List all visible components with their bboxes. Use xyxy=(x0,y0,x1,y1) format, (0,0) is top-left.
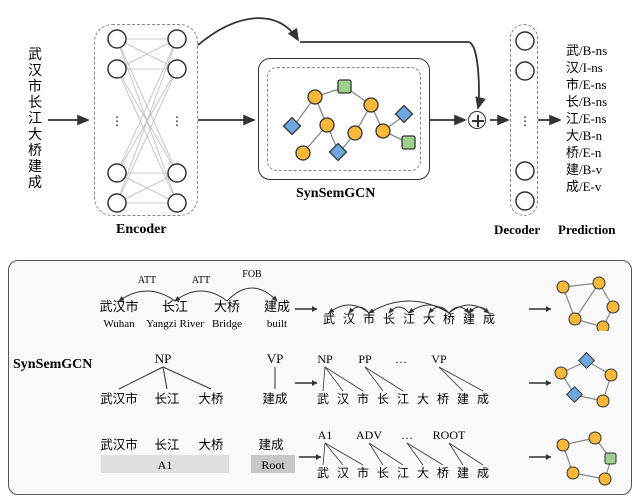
detail-side-label-text: SynSemGCN xyxy=(13,357,92,373)
svg-text:A1: A1 xyxy=(158,458,173,472)
svg-text:大桥: 大桥 xyxy=(198,438,224,452)
svg-text:长: 长 xyxy=(377,466,389,480)
svg-text:长: 长 xyxy=(377,392,389,406)
fusion-icon xyxy=(468,111,486,129)
mini-graph-srl xyxy=(545,427,621,487)
svg-text:NP: NP xyxy=(317,352,333,366)
decoder-block: ⋮ xyxy=(510,24,538,216)
svg-text:桥: 桥 xyxy=(443,312,455,326)
svg-text:⋮: ⋮ xyxy=(519,114,531,128)
svg-text:Wuhan: Wuhan xyxy=(103,318,135,330)
svg-text:大桥: 大桥 xyxy=(214,299,240,314)
svg-text:建: 建 xyxy=(457,466,469,480)
svg-text:Bridge: Bridge xyxy=(212,318,242,330)
svg-text:…: … xyxy=(401,428,413,442)
svg-text:大桥: 大桥 xyxy=(198,392,224,406)
svg-text:建成: 建成 xyxy=(262,392,287,406)
svg-text:大: 大 xyxy=(417,392,429,406)
svg-text:武汉市: 武汉市 xyxy=(99,299,138,314)
decoder-label: Decoder xyxy=(494,222,540,238)
svg-text:汉: 汉 xyxy=(337,466,349,480)
encoder-connections: ⋮⋮ xyxy=(95,25,199,217)
svg-text:江: 江 xyxy=(397,392,409,406)
mini-graph-dependency xyxy=(545,271,621,331)
svg-text:成: 成 xyxy=(483,312,495,326)
synsemgcn-inner xyxy=(267,67,421,171)
svg-text:长江: 长江 xyxy=(154,392,179,406)
svg-text:武: 武 xyxy=(323,312,335,326)
svg-text:ATT: ATT xyxy=(138,275,156,286)
svg-text:武: 武 xyxy=(317,466,329,480)
svg-text:建成: 建成 xyxy=(258,438,283,452)
input-sequence: 武汉市长江大桥建成 xyxy=(28,48,42,192)
svg-text:成: 成 xyxy=(477,392,489,406)
svg-text:武汉市: 武汉市 xyxy=(100,437,138,452)
svg-text:桥: 桥 xyxy=(437,466,449,480)
svg-text:长江: 长江 xyxy=(154,438,179,452)
synsemgcn-module xyxy=(258,58,430,180)
svg-text:ADV: ADV xyxy=(356,428,382,442)
svg-text:大: 大 xyxy=(417,466,429,480)
svg-text:Root: Root xyxy=(261,458,285,472)
svg-text:大: 大 xyxy=(423,312,435,326)
synsemgcn-label: SynSemGCN xyxy=(296,186,375,202)
svg-text:武: 武 xyxy=(317,392,329,406)
encoder-block: ⋮⋮ xyxy=(94,24,198,216)
svg-text:VP: VP xyxy=(267,351,284,366)
svg-text:NP: NP xyxy=(155,351,172,366)
prediction-list: 武/B-ns汉/I-ns市/E-ns长/B-ns江/E-ns大/B-n桥/E-n… xyxy=(566,42,607,195)
svg-text:PP: PP xyxy=(358,352,372,366)
svg-text:桥: 桥 xyxy=(437,392,449,406)
svg-text:Yangzi River: Yangzi River xyxy=(146,318,204,330)
svg-text:汉: 汉 xyxy=(343,312,355,326)
svg-text:市: 市 xyxy=(357,465,369,480)
svg-text:市: 市 xyxy=(357,391,369,406)
mini-graph-constituency xyxy=(545,349,621,409)
svg-text:成: 成 xyxy=(477,466,489,480)
svg-text:建: 建 xyxy=(457,392,469,406)
svg-text:ROOT: ROOT xyxy=(433,428,466,442)
detail-svg: 武汉市长江大桥建成WuhanYangzi RiverBridgebuiltATT… xyxy=(9,261,633,496)
svg-text:汉: 汉 xyxy=(337,392,349,406)
svg-text:A1: A1 xyxy=(318,428,333,442)
encoder-label: Encoder xyxy=(116,222,167,238)
svg-text:建成: 建成 xyxy=(264,299,290,314)
svg-text:built: built xyxy=(267,318,287,330)
svg-text:ATT: ATT xyxy=(192,275,210,286)
svg-text:长江: 长江 xyxy=(162,299,188,314)
svg-text:市: 市 xyxy=(363,311,375,326)
svg-text:武汉市: 武汉市 xyxy=(100,391,138,406)
svg-text:江: 江 xyxy=(403,312,415,326)
svg-text:⋮: ⋮ xyxy=(171,114,183,128)
architecture-overview: 武汉市长江大桥建成 ⋮⋮ Encoder SynSemGCN ⋮ Deco xyxy=(0,0,640,258)
prediction-label: Prediction xyxy=(558,222,616,238)
svg-text:VP: VP xyxy=(431,352,447,366)
svg-text:长: 长 xyxy=(383,312,395,326)
synsemgcn-graph xyxy=(268,68,424,174)
synsemgcn-detail-panel: SynSemGCN 武汉市长江大桥建成WuhanYangzi RiverBrid… xyxy=(8,260,632,495)
svg-text:…: … xyxy=(395,352,407,366)
svg-text:FOB: FOB xyxy=(242,269,262,280)
svg-text:建: 建 xyxy=(463,312,475,326)
svg-text:⋮: ⋮ xyxy=(111,114,123,128)
svg-text:江: 江 xyxy=(397,466,409,480)
